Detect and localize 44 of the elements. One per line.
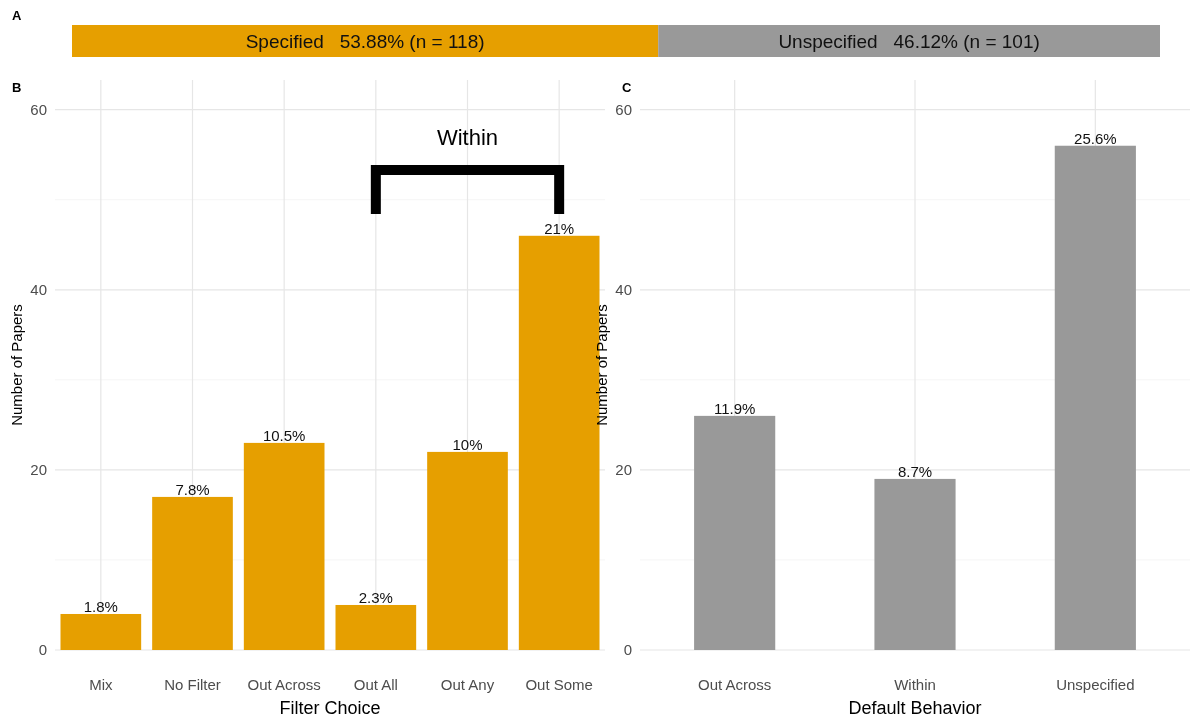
bar [1054, 145, 1136, 650]
x-tick-label: Out Across [247, 676, 321, 693]
y-tick-label: 20 [30, 460, 47, 478]
x-tick-label: Out Any [440, 676, 495, 693]
data-label: Specified 53.88% (n = 118) [245, 31, 485, 52]
text: A [12, 8, 22, 23]
bar [694, 415, 776, 650]
y-tick-label: 40 [615, 280, 632, 298]
bar [335, 604, 417, 650]
bar [60, 613, 142, 650]
annotation: 11.9% [713, 399, 756, 417]
annotation: 8.7% [897, 462, 933, 480]
text: B [12, 80, 22, 95]
y-tick-label: 0 [623, 641, 632, 658]
bar [427, 451, 508, 650]
data-label: Unspecified 46.12% (n = 101) [778, 31, 1040, 52]
y-tick-label: 0 [38, 641, 47, 658]
x-tick-label: Out Some [525, 676, 593, 693]
x-axis-title: Default Behavior [848, 698, 982, 718]
x-tick-label: Out Across [697, 676, 772, 693]
annotation: 7.8% [175, 480, 210, 498]
x-tick-label: Unspecified [1056, 676, 1135, 693]
annotation: 25.6% [1074, 129, 1117, 147]
x-tick-label: Out All [353, 676, 398, 693]
y-axis-title: Number of Papers [593, 304, 610, 426]
y-axis-title: Number of Papers [8, 304, 25, 426]
bar [152, 496, 233, 650]
x-axis-title: Filter Choice [279, 698, 381, 718]
bar [874, 478, 956, 650]
y-tick-label: 60 [30, 100, 47, 118]
text: C [622, 80, 632, 95]
annotation: 1.8% [83, 597, 118, 615]
bar [243, 442, 325, 650]
annotation: 10% [452, 435, 483, 453]
annotation: 2.3% [358, 588, 393, 606]
x-tick-label: Within [894, 676, 936, 693]
x-tick-label: No Filter [164, 676, 221, 693]
y-tick-label: 20 [615, 460, 632, 478]
annotation: 21% [544, 219, 575, 237]
y-tick-label: 40 [30, 280, 47, 298]
annotation: 10.5% [262, 426, 306, 444]
y-tick-label: 60 [615, 100, 632, 118]
annotation: Within [436, 125, 499, 150]
x-tick-label: Mix [89, 676, 113, 693]
